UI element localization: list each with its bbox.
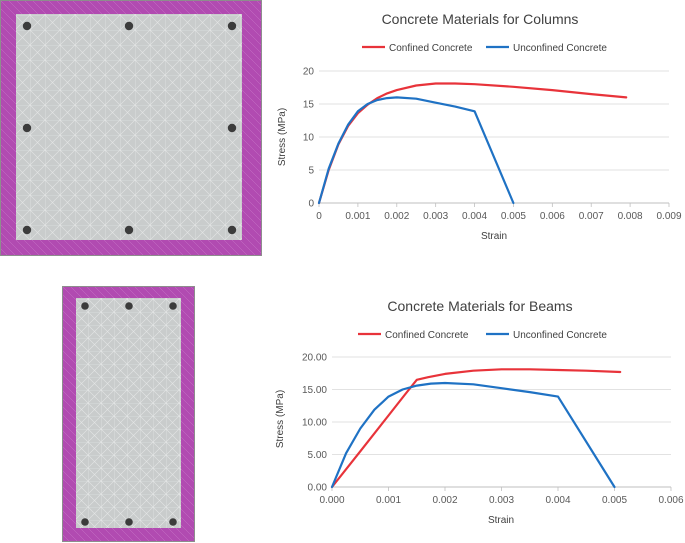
rebar <box>124 225 134 235</box>
y-axis-label: Stress (MPa) <box>277 108 288 166</box>
series-line-confined <box>317 82 628 205</box>
column-cross-section <box>0 0 262 256</box>
plot-area: 0.00 5.00 10.00 15.00 20.00 0.000 0.001 0.002 0.… <box>302 353 684 507</box>
y-tick-label: 0 <box>308 199 314 210</box>
y-axis-label: Stress (MPa) <box>275 390 286 448</box>
chart-title: Concrete Materials for Beams <box>387 298 572 314</box>
legend-label-unconfined: Unconfined Concrete <box>513 330 607 341</box>
rebar <box>169 302 177 310</box>
x-tick-label: 0.000 <box>319 495 344 506</box>
x-tick-label: 0.004 <box>462 211 487 222</box>
beam-cross-section <box>62 286 195 542</box>
rebar <box>22 123 32 133</box>
x-tick-label: 0.003 <box>489 495 514 506</box>
column-rebars <box>22 21 237 235</box>
y-tick-label: 20 <box>303 67 315 78</box>
x-axis-label: Strain <box>481 231 507 242</box>
rebar <box>227 21 237 31</box>
y-tick-label: 15 <box>303 100 315 111</box>
y-tick-label: 0.00 <box>308 483 328 494</box>
legend-label-confined: Confined Concrete <box>385 330 469 341</box>
rebar <box>22 21 32 31</box>
x-tick-label: 0.005 <box>602 495 627 506</box>
y-tick-label: 15.00 <box>302 385 327 396</box>
x-tick-label: 0.005 <box>501 211 526 222</box>
legend-label-confined: Confined Concrete <box>389 43 473 54</box>
x-tick-label: 0.001 <box>376 495 401 506</box>
legend: Confined Concrete Unconfined Concrete <box>358 330 607 341</box>
beam-chart: Concrete Materials for Beams Confined Co… <box>275 298 684 526</box>
rebar <box>227 123 237 133</box>
beam-rebars <box>81 302 177 526</box>
rebar <box>169 518 177 526</box>
legend-label-unconfined: Unconfined Concrete <box>513 43 607 54</box>
x-tick-label: 0.001 <box>345 211 370 222</box>
x-tick-label: 0.006 <box>540 211 565 222</box>
column-chart: Concrete Materials for Columns Confined … <box>277 11 682 242</box>
y-tick-label: 5.00 <box>308 450 328 461</box>
rebar <box>124 21 134 31</box>
x-tick-label: 0.002 <box>384 211 409 222</box>
x-tick-label: 0 <box>316 211 322 222</box>
x-tick-label: 0.002 <box>432 495 457 506</box>
rebar <box>125 302 133 310</box>
x-axis-label: Strain <box>488 515 514 526</box>
x-tick-label: 0.008 <box>618 211 643 222</box>
x-tick-label: 0.006 <box>658 495 683 506</box>
legend: Confined Concrete Unconfined Concrete <box>362 43 607 54</box>
y-tick-label: 10 <box>303 133 315 144</box>
plot-area: 0 5 10 15 20 0 0.001 0.002 0.003 0.004 0.005 0.006 0… <box>303 67 682 223</box>
rebar <box>125 518 133 526</box>
rebar <box>227 225 237 235</box>
rebar <box>22 225 32 235</box>
series-line-confined <box>330 368 622 489</box>
rebar <box>81 518 89 526</box>
y-tick-label: 5 <box>308 166 314 177</box>
rebar <box>81 302 89 310</box>
y-tick-label: 20.00 <box>302 353 327 364</box>
y-tick-label: 10.00 <box>302 418 327 429</box>
x-tick-label: 0.003 <box>423 211 448 222</box>
x-tick-label: 0.007 <box>579 211 604 222</box>
series-line-unconfined <box>317 96 515 205</box>
x-tick-label: 0.004 <box>545 495 570 506</box>
chart-title: Concrete Materials for Columns <box>382 11 579 27</box>
series-line-unconfined <box>330 381 616 489</box>
x-tick-label: 0.009 <box>656 211 681 222</box>
